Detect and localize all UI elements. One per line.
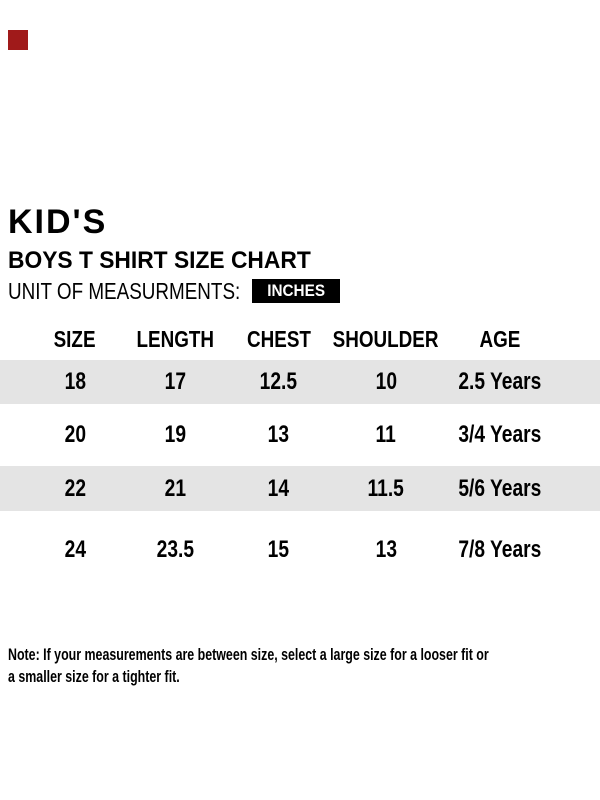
table-cell: 18	[64, 368, 86, 395]
table-cell: 14	[267, 474, 290, 502]
table-row: 24 23.5 15 13 7/8 Years	[0, 511, 600, 589]
inches-badge: INCHES	[252, 279, 341, 303]
page-title: KID'S	[8, 203, 108, 241]
table-cell: 20	[64, 421, 86, 448]
size-note: Note: If your measurements are between s…	[8, 644, 600, 688]
table-cell: 24	[64, 536, 86, 563]
table-cell: 12.5	[259, 368, 298, 395]
column-header-shoulder: SHOULDER	[333, 325, 439, 352]
table-header-row: SIZE LENGTH CHEST SHOULDER AGE	[0, 318, 600, 360]
table-cell: 13	[267, 421, 290, 448]
unit-of-measurement-row: UNIT OF MEASURMENTS: INCHES	[8, 277, 341, 304]
size-table: SIZE LENGTH CHEST SHOULDER AGE 18 17 12.…	[0, 318, 600, 589]
table-cell: 11.5	[367, 474, 405, 502]
table-cell: 3/4 Years	[458, 421, 541, 448]
table-cell: 21	[164, 474, 186, 502]
table-row: 18 17 12.5 10 2.5 Years	[0, 360, 600, 404]
red-corner-marker	[8, 30, 28, 50]
table-cell: 2.5 Years	[458, 368, 541, 395]
table-cell: 22	[64, 474, 86, 502]
table-cell: 11	[375, 421, 397, 448]
table-cell: 17	[164, 368, 186, 395]
unit-label: UNIT OF MEASURMENTS:	[8, 277, 241, 304]
column-header-size: SIZE	[54, 325, 96, 352]
size-note-line: a smaller size for a tighter fit.	[8, 667, 180, 686]
table-cell: 13	[375, 536, 397, 563]
table-cell: 10	[375, 368, 397, 395]
table-cell: 19	[164, 421, 186, 448]
table-cell: 7/8 Years	[458, 536, 541, 563]
column-header-length: LENGTH	[136, 325, 214, 352]
table-cell: 5/6 Years	[458, 474, 541, 502]
size-chart-subtitle: BOYS T SHIRT SIZE CHART	[8, 247, 311, 274]
column-header-age: AGE	[479, 325, 520, 352]
table-row: 20 19 13 11 3/4 Years	[0, 404, 600, 466]
size-note-line: Note: If your measurements are between s…	[8, 645, 489, 664]
table-cell: 15	[267, 536, 290, 563]
table-row: 22 21 14 11.5 5/6 Years	[0, 466, 600, 511]
column-header-chest: CHEST	[246, 325, 311, 352]
table-cell: 23.5	[156, 536, 194, 563]
